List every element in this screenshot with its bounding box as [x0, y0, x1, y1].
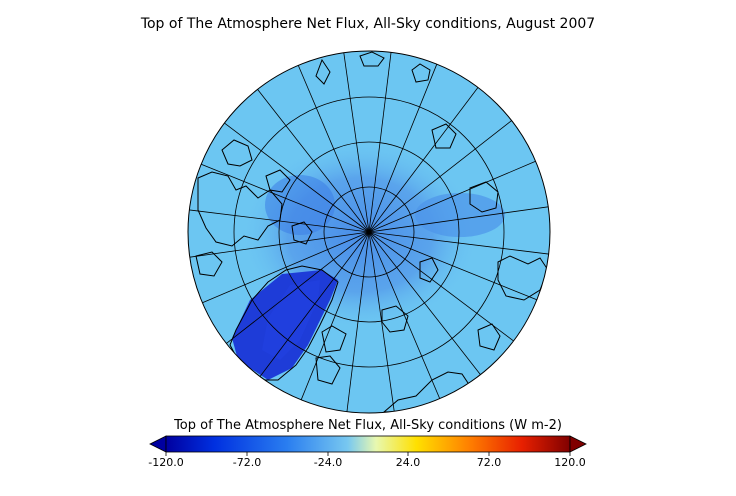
map-border: [187, 50, 551, 414]
meridian-line: [368, 231, 549, 255]
east-flux-region: [415, 193, 505, 237]
colorbar-tick-label: -120.0: [148, 456, 184, 469]
meridian-line: [201, 163, 370, 233]
latitude-circles: [233, 96, 505, 368]
meridian-line: [189, 231, 370, 258]
colorbar-tick-marks: [165, 452, 571, 456]
meridian-line: [346, 231, 370, 412]
meridian-line: [189, 209, 370, 233]
west-flux-region: [265, 175, 335, 235]
meridian-line: [368, 231, 514, 342]
colorbar-tick-label: -24.0: [313, 456, 343, 469]
meridian-line: [368, 231, 537, 301]
meridian-line: [297, 65, 370, 233]
map-title: Top of The Atmosphere Net Flux, All-Sky …: [140, 16, 596, 32]
colorbar-tick-label: 120.0: [554, 456, 586, 469]
meridian-line: [202, 231, 370, 304]
colorbar-tick-label: -72.0: [232, 456, 262, 469]
meridian-line: [224, 122, 370, 233]
meridian-line: [368, 160, 536, 233]
colorbar-tick-label: 24.0: [395, 456, 421, 469]
colorbar-high-arrow: [569, 435, 587, 453]
meridian-line: [368, 52, 392, 233]
meridian-line: [368, 120, 512, 233]
meridian-line: [226, 231, 370, 344]
colorbar-tick-label: 72.0: [476, 456, 502, 469]
meridian-line: [368, 87, 479, 233]
meridian-line: [343, 52, 370, 233]
meridian-line: [259, 231, 370, 377]
meridian-line: [368, 231, 395, 412]
meridian-line: [300, 231, 370, 400]
colorbar-scale: [165, 435, 571, 453]
colorbar-title: Top of The Atmosphere Net Flux, All-Sky …: [174, 418, 562, 433]
colorbar-low-arrow: [149, 435, 167, 453]
meridians: [189, 52, 549, 412]
meridian-line: [368, 231, 481, 375]
meridian-line: [257, 89, 370, 233]
greenland-interior: [262, 280, 320, 360]
meridian-line: [368, 231, 441, 399]
meridian-line: [368, 64, 438, 233]
meridian-line: [368, 206, 549, 233]
